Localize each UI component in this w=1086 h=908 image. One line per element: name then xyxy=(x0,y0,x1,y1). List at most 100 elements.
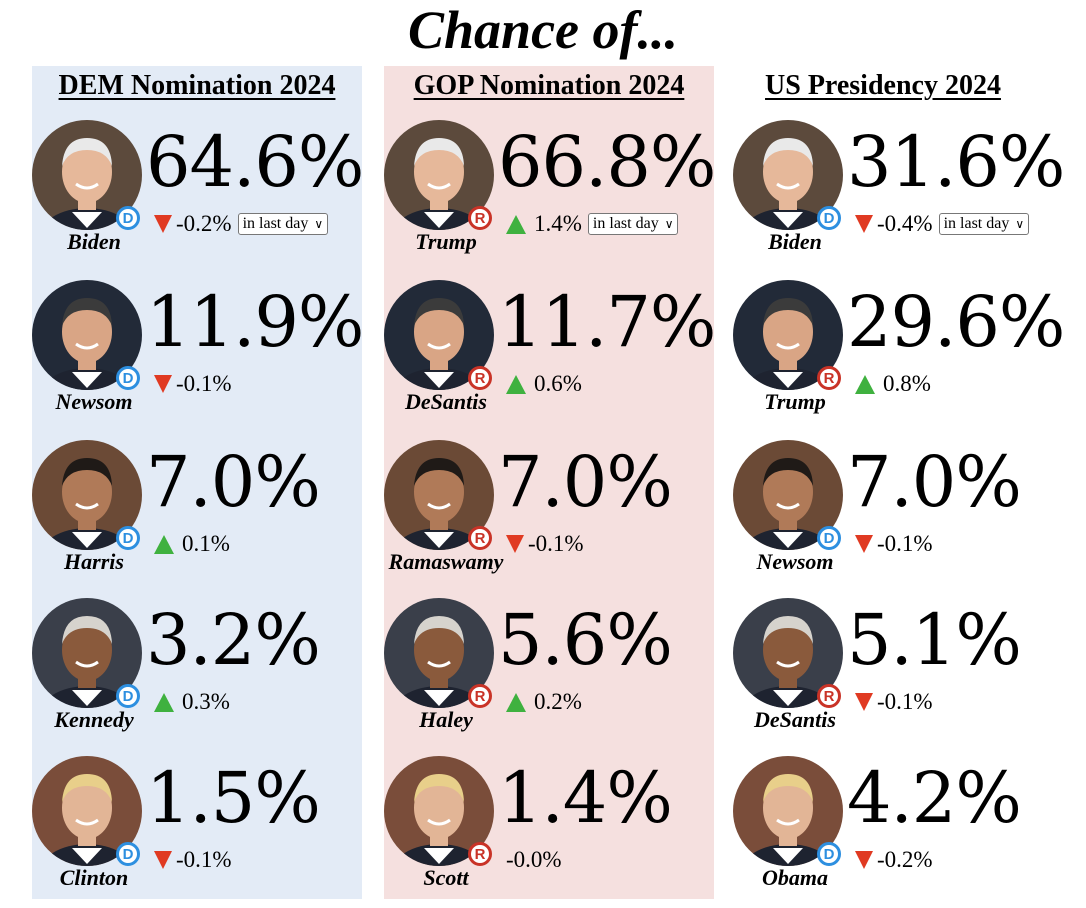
change-value: 0.6% xyxy=(534,371,582,396)
dem-column: DEM Nomination 2024 D Biden 64.6% -0.2% in l… xyxy=(32,66,364,899)
candidate-entry: R DeSantis 11.7% 0.6% xyxy=(384,280,734,430)
candidate-photo xyxy=(733,598,843,708)
change-value: -0.1% xyxy=(877,689,933,714)
change-value: -0.2% xyxy=(877,847,933,872)
republican-badge-icon: R xyxy=(468,366,492,390)
chevron-down-icon: ∨ xyxy=(1015,217,1025,231)
change-row: -0.2% xyxy=(855,846,933,874)
candidate-entry: D Newsom 7.0% -0.1% xyxy=(733,440,1083,590)
change-value: -0.1% xyxy=(176,371,232,396)
candidate-name: Scott xyxy=(423,865,469,890)
chance-percentage: 66.8% xyxy=(498,121,716,203)
candidate-entry: D Obama 4.2% -0.2% xyxy=(733,756,1083,906)
change-value: 0.1% xyxy=(182,531,230,556)
chance-percentage: 1.5% xyxy=(146,757,321,839)
down-arrow-icon xyxy=(154,375,172,393)
candidate-name: Ramaswamy xyxy=(388,549,504,574)
democrat-badge-icon: D xyxy=(817,206,841,230)
candidate-name: Biden xyxy=(768,229,822,254)
chance-percentage: 7.0% xyxy=(847,441,1022,523)
chance-percentage: 7.0% xyxy=(146,441,321,523)
candidate-name: DeSantis xyxy=(405,389,487,414)
democrat-badge-icon: D xyxy=(116,526,140,550)
timeframe-select[interactable]: in last day ∨ xyxy=(938,213,1030,235)
candidate-entry: R Trump 66.8% 1.4% in last day ∨ xyxy=(384,120,734,270)
chance-percentage: 31.6% xyxy=(847,121,1065,203)
timeframe-select[interactable]: in last day ∨ xyxy=(237,213,329,235)
us-column: US Presidency 2024 D Biden 31.6% -0.4% in la… xyxy=(733,66,1083,899)
dem-heading: DEM Nomination 2024 xyxy=(58,70,336,101)
change-value: 0.2% xyxy=(534,689,582,714)
democrat-badge-icon: D xyxy=(817,526,841,550)
change-row: -0.0% xyxy=(506,846,562,874)
change-value: 0.3% xyxy=(182,689,230,714)
chance-percentage: 11.9% xyxy=(146,281,364,363)
candidate-name: Kennedy xyxy=(54,707,134,732)
timeframe-select-label: in last day xyxy=(242,215,309,232)
candidate-name: Haley xyxy=(419,707,473,732)
change-row: 0.8% xyxy=(855,370,931,398)
candidate-name: Clinton xyxy=(59,865,129,890)
candidate-name: Newsom xyxy=(55,389,133,414)
change-row: 0.1% xyxy=(154,530,230,558)
change-row: 0.6% xyxy=(506,370,582,398)
candidate-entry: D Newsom 11.9% -0.1% xyxy=(32,280,382,430)
candidate-entry: D Clinton 1.5% -0.1% xyxy=(32,756,382,906)
change-value: 0.8% xyxy=(883,371,931,396)
change-value: -0.1% xyxy=(176,847,232,872)
candidate-name: Trump xyxy=(764,389,826,414)
chance-percentage: 5.6% xyxy=(498,599,673,681)
candidate-entry: D Kennedy 3.2% 0.3% xyxy=(32,598,382,748)
up-arrow-icon xyxy=(506,692,526,712)
candidate-photo xyxy=(32,120,142,230)
republican-badge-icon: R xyxy=(468,526,492,550)
candidate-entry: D Biden 31.6% -0.4% in last day ∨ xyxy=(733,120,1083,270)
down-arrow-icon xyxy=(855,535,873,553)
chance-percentage: 5.1% xyxy=(847,599,1022,681)
page-title: Chance of... xyxy=(408,0,678,60)
chance-percentage: 64.6% xyxy=(146,121,364,203)
change-row: -0.2% in last day ∨ xyxy=(154,210,329,238)
democrat-badge-icon: D xyxy=(116,684,140,708)
change-value: -0.1% xyxy=(877,531,933,556)
candidate-entry: D Biden 64.6% -0.2% in last day ∨ xyxy=(32,120,382,270)
candidate-entry: D Harris 7.0% 0.1% xyxy=(32,440,382,590)
candidate-entry: R Haley 5.6% 0.2% xyxy=(384,598,734,748)
timeframe-select[interactable]: in last day ∨ xyxy=(587,213,679,235)
change-row: -0.1% xyxy=(855,530,933,558)
candidate-name: Trump xyxy=(415,229,477,254)
chevron-down-icon: ∨ xyxy=(664,217,674,231)
down-arrow-icon xyxy=(855,693,873,711)
down-arrow-icon xyxy=(154,215,172,233)
down-arrow-icon xyxy=(154,851,172,869)
up-arrow-icon xyxy=(154,534,174,554)
candidate-entry: R DeSantis 5.1% -0.1% xyxy=(733,598,1083,748)
change-row: -0.1% xyxy=(154,846,232,874)
candidate-photo xyxy=(384,756,494,866)
candidate-name: Obama xyxy=(762,865,828,890)
candidate-name: Newsom xyxy=(756,549,834,574)
down-arrow-icon xyxy=(855,851,873,869)
change-row: 0.3% xyxy=(154,688,230,716)
candidate-entry: R Trump 29.6% 0.8% xyxy=(733,280,1083,430)
chance-percentage: 7.0% xyxy=(498,441,673,523)
candidate-entry: R Scott 1.4% -0.0% xyxy=(384,756,734,906)
candidate-photo xyxy=(384,440,494,550)
up-arrow-icon xyxy=(506,374,526,394)
candidate-entry: R Ramaswamy 7.0% -0.1% xyxy=(384,440,734,590)
change-row: -0.1% xyxy=(855,688,933,716)
republican-badge-icon: R xyxy=(468,842,492,866)
chance-percentage: 1.4% xyxy=(498,757,673,839)
candidate-name: Harris xyxy=(64,549,124,574)
us-heading: US Presidency 2024 xyxy=(765,70,1001,101)
chance-percentage: 4.2% xyxy=(847,757,1022,839)
change-value: -0.2% xyxy=(176,211,232,236)
chance-percentage: 11.7% xyxy=(498,281,716,363)
democrat-badge-icon: D xyxy=(817,842,841,866)
up-arrow-icon xyxy=(154,692,174,712)
chance-percentage: 3.2% xyxy=(146,599,321,681)
timeframe-select-label: in last day xyxy=(943,215,1010,232)
candidate-name: DeSantis xyxy=(754,707,836,732)
republican-badge-icon: R xyxy=(817,366,841,390)
down-arrow-icon xyxy=(855,215,873,233)
